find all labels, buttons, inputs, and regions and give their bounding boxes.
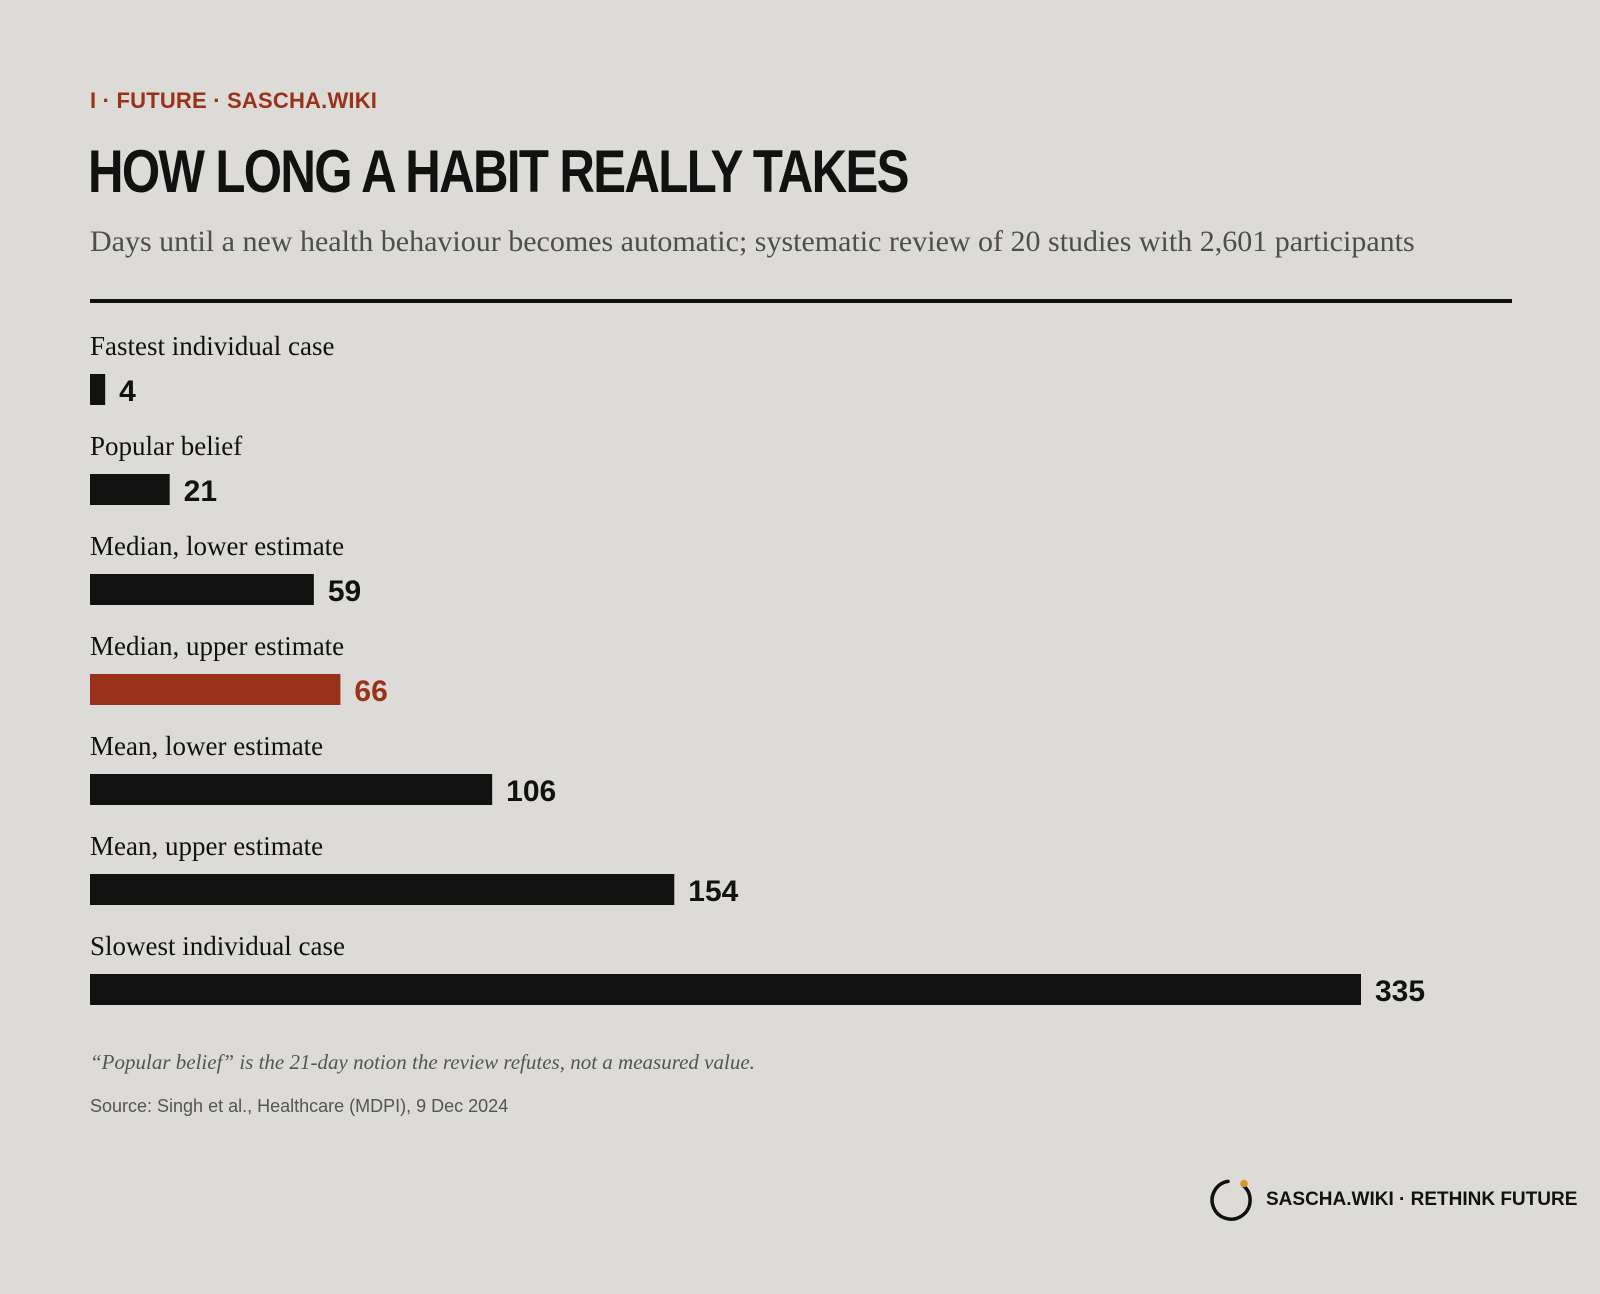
value-label: 4 — [119, 375, 136, 408]
value-label: 21 — [184, 475, 217, 508]
value-label: 59 — [328, 575, 361, 608]
value-label: 106 — [506, 775, 556, 808]
source-credit: Source: Singh et al., Healthcare (MDPI),… — [90, 1096, 509, 1116]
value-label: 335 — [1375, 975, 1425, 1008]
bar-highlight — [90, 674, 341, 705]
circle-logo-icon — [1210, 1179, 1252, 1221]
kicker: I · FUTURE · SASCHA.WIKI — [90, 88, 378, 113]
bar — [90, 474, 170, 505]
category-label: Slowest individual case — [90, 931, 345, 961]
category-label: Mean, upper estimate — [90, 831, 323, 861]
bar — [90, 974, 1361, 1005]
brand-tagline: SASCHA.WIKI · RETHINK FUTURE — [1266, 1189, 1578, 1210]
bar — [90, 874, 675, 905]
brand-lockup: SASCHA.WIKI · RETHINK FUTURE — [1208, 1176, 1577, 1224]
category-label: Median, upper estimate — [90, 631, 344, 661]
category-label: Popular belief — [90, 431, 242, 461]
footnote: “Popular belief” is the 21-day notion th… — [90, 1050, 755, 1074]
value-label: 154 — [688, 875, 738, 908]
category-label: Median, lower estimate — [90, 531, 344, 561]
header-divider — [90, 299, 1512, 303]
bar — [90, 574, 314, 605]
bar — [90, 774, 493, 805]
bar — [90, 374, 106, 405]
page-title: HOW LONG A HABIT REALLY TAKES — [88, 138, 909, 205]
page-subtitle: Days until a new health behaviour become… — [90, 225, 1415, 258]
value-label: 66 — [354, 675, 387, 708]
category-label: Mean, lower estimate — [90, 731, 323, 761]
category-label: Fastest individual case — [90, 331, 334, 361]
